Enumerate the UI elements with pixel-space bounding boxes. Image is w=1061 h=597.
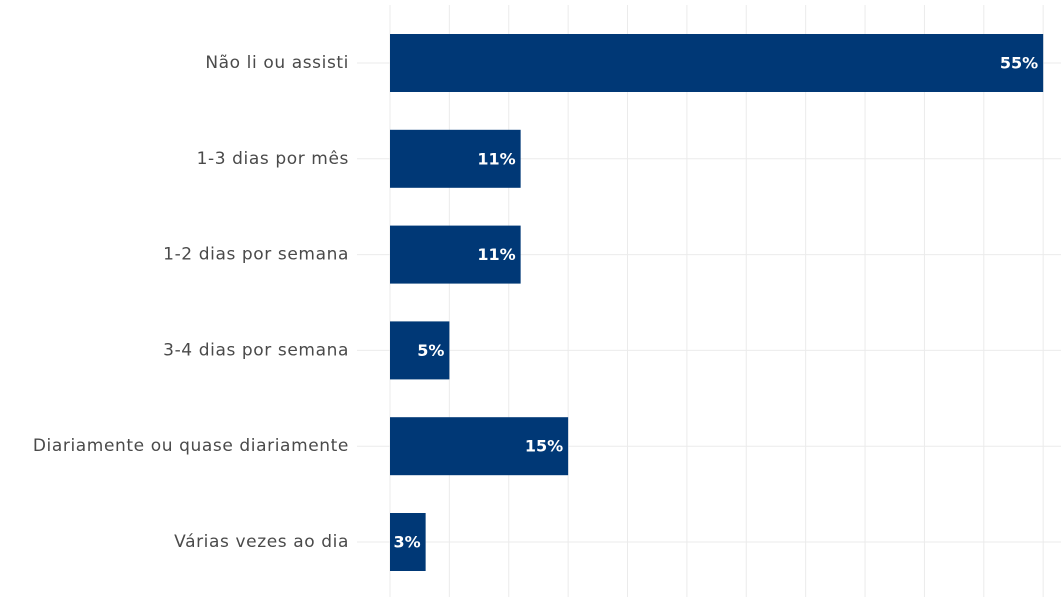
category-label: 3-4 dias por semana: [163, 340, 349, 360]
data-label: 11%: [477, 245, 515, 264]
bar-layer: [390, 34, 1044, 571]
data-label: 11%: [477, 149, 515, 168]
data-label: 55%: [1000, 54, 1038, 73]
category-label: 1-2 dias por semana: [163, 245, 349, 265]
data-label: 3%: [393, 533, 420, 552]
grid-layer: [357, 5, 1061, 597]
bar: [390, 129, 521, 188]
data-label: 5%: [417, 341, 444, 360]
bar: [390, 34, 1044, 92]
label-layer: Não li ou assisti 55% 1-3 dias por mês 11% 1…: [33, 53, 1038, 552]
data-label: 15%: [525, 437, 563, 456]
category-label: Várias vezes ao dia: [174, 532, 349, 552]
category-label: 1-3 dias por mês: [197, 149, 349, 169]
bar: [390, 417, 569, 476]
bar: [390, 513, 426, 571]
category-label: Não li ou assisti: [205, 53, 349, 73]
bar: [390, 225, 521, 284]
bar: [390, 321, 450, 380]
category-label: Diariamente ou quase diariamente: [33, 436, 349, 456]
